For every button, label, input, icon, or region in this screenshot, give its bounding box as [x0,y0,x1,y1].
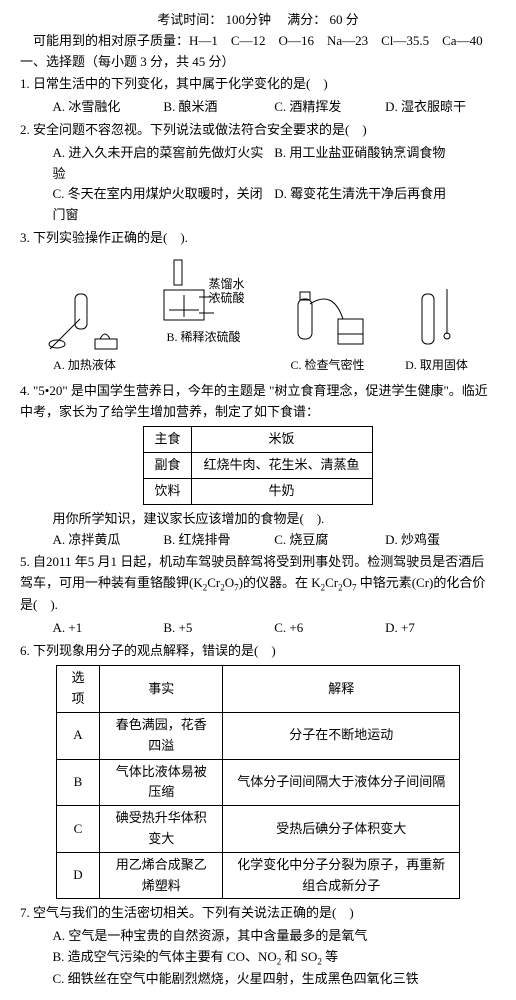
q5-part-f: O [343,575,352,590]
q4-t-r1c2: 米饭 [191,427,372,453]
q6-r2a: B [56,759,100,806]
q4-t-r3c1: 饮料 [144,478,191,504]
q6-h2: 事实 [100,666,223,713]
q6-h1: 选项 [56,666,100,713]
q6-r4a: D [56,852,100,899]
q1-opt-b: B. 酿米酒 [163,97,274,118]
full-value: 60 分 [330,12,359,27]
q3-figures: A. 加热液体 蒸馏水 浓硫酸 B. 稀释浓硫酸 C. 检查气密性 [20,255,496,375]
time-label: 考试时间： [157,12,222,27]
fig-b: 蒸馏水 浓硫酸 B. 稀释浓硫酸 [154,255,254,375]
q4-options: A. 凉拌黄瓜 B. 红烧排骨 C. 烧豆腐 D. 炒鸡蛋 [20,530,496,551]
airtight-icon [283,284,373,354]
q2-opt-b: B. 用工业盐亚硝酸钠烹调食物 [274,143,496,185]
q6-r4c: 化学变化中分子分裂为原子，再重新组合成新分子 [223,852,460,899]
atomic-mass-line: 可能用到的相对原子质量：H—1 C—12 O—16 Na—23 Cl—35.5 … [20,31,496,52]
q5-stem: 5. 自2011 年5 月1 日起，机动车驾驶员醉驾将受到刑事处罚。检测驾驶员是… [20,552,496,616]
q2-stem: 2. 安全问题不容忽视。下列说法或做法符合安全要求的是( ) [20,120,496,141]
q4-t-r2c2: 红烧牛肉、花生米、清蒸鱼 [191,453,372,479]
q4-opt-d: D. 炒鸡蛋 [385,530,496,551]
q5-part-c: O [225,575,234,590]
q4-mid: 用你所学知识，建议家长应该增加的食物是( ). [20,509,496,530]
q7-b-mid: 和 SO [281,949,317,964]
q6-r1b: 春色满园，花香四溢 [100,713,223,760]
time-value: 100分钟 [225,12,271,27]
q2-row1: A. 进入久未开启的菜窖前先做灯火实验 B. 用工业盐亚硝酸钠烹调食物 [20,143,496,185]
q4-stem: 4. "5•20" 是中国学生营养日，今年的主题是 "树立食育理念，促进学生健康… [20,381,496,423]
q4-t-r2c1: 副食 [144,453,191,479]
fig-d: D. 取用固体 [402,284,472,375]
q5-part-d: )的仪器。在 K [239,575,321,590]
q5-options: A. +1 B. +5 C. +6 D. +7 [20,618,496,639]
q1-options: A. 冰雪融化 B. 酿米酒 C. 酒精挥发 D. 湿衣服晾干 [20,97,496,118]
q3-stem: 3. 下列实验操作正确的是( ). [20,228,496,249]
q5-part-e: Cr [325,575,338,590]
q2-row2: C. 冬天在室内用煤炉火取暖时，关闭门窗 D. 霉变花生清洗干净后再食用 [20,184,496,226]
q4-opt-a: A. 凉拌黄瓜 [53,530,164,551]
q5-opt-b: B. +5 [163,618,274,639]
q3-opt-d: D. 取用固体 [405,358,468,372]
q6-r2b: 气体比液体易被压缩 [100,759,223,806]
q1-opt-d: D. 湿衣服晾干 [385,97,496,118]
q1-opt-a: A. 冰雪融化 [53,97,164,118]
q1-opt-c: C. 酒精挥发 [274,97,385,118]
q5-opt-a: A. +1 [53,618,164,639]
section-1-title: 一、选择题（每小题 3 分，共 45 分） [20,52,496,73]
q6-table: 选项 事实 解释 A 春色满园，花香四溢 分子在不断地运动 B 气体比液体易被压… [56,665,461,899]
q7-b-pre: B. 造成空气污染的气体主要有 CO、NO [53,949,277,964]
q2-opt-d: D. 霉变花生清洗干净后再食用 [274,184,496,226]
fig-a: A. 加热液体 [45,284,125,375]
q7-opt-b: B. 造成空气污染的气体主要有 CO、NO2 和 SO2 等 [20,947,496,969]
q7-opt-a: A. 空气是一种宝贵的自然资源，其中含量最多的是氧气 [20,926,496,947]
q6-h3: 解释 [223,666,460,713]
q6-stem: 6. 下列现象用分子的观点解释，错误的是( ) [20,641,496,662]
q4-opt-c: C. 烧豆腐 [274,530,385,551]
full-label: 满分： [287,12,326,27]
label-water: 蒸馏水 [209,277,245,291]
q7-b-post: 等 [322,949,338,964]
q6-r3c: 受热后碘分子体积变大 [223,806,460,853]
q4-t-r3c2: 牛奶 [191,478,372,504]
q3-opt-a: A. 加热液体 [53,358,116,372]
label-acid: 浓硫酸 [209,291,245,305]
q6-r3a: C [56,806,100,853]
q4-t-r1c1: 主食 [144,427,191,453]
q6-r1a: A [56,713,100,760]
heat-liquid-icon [45,284,125,354]
exam-header: 考试时间： 100分钟 满分： 60 分 [20,10,496,31]
q5-opt-c: C. +6 [274,618,385,639]
q3-opt-b: B. 稀释浓硫酸 [166,330,240,344]
q6-r1c: 分子在不断地运动 [223,713,460,760]
q4-table: 主食米饭 副食红烧牛肉、花生米、清蒸鱼 饮料牛奶 [143,426,372,504]
q5-part-b: Cr [207,575,220,590]
fig-c: C. 检查气密性 [283,284,373,375]
q2-opt-c: C. 冬天在室内用煤炉火取暖时，关闭门窗 [53,184,275,226]
take-solid-icon [402,284,472,354]
q6-r3b: 碘受热升华体积变大 [100,806,223,853]
q6-r4b: 用乙烯合成聚乙烯塑料 [100,852,223,899]
q1-stem: 1. 日常生活中的下列变化，其中属于化学变化的是( ) [20,74,496,95]
q2-opt-a: A. 进入久未开启的菜窖前先做灯火实验 [53,143,275,185]
q7-stem: 7. 空气与我们的生活密切相关。下列有关说法正确的是( ) [20,903,496,924]
q7-opt-c: C. 细铁丝在空气中能剧烈燃烧，火星四射，生成黑色四氧化三铁 [20,969,496,990]
q4-opt-b: B. 红烧排骨 [163,530,274,551]
q3-opt-c: C. 检查气密性 [290,358,364,372]
q6-r2c: 气体分子间间隔大于液体分子间间隔 [223,759,460,806]
q5-opt-d: D. +7 [385,618,496,639]
